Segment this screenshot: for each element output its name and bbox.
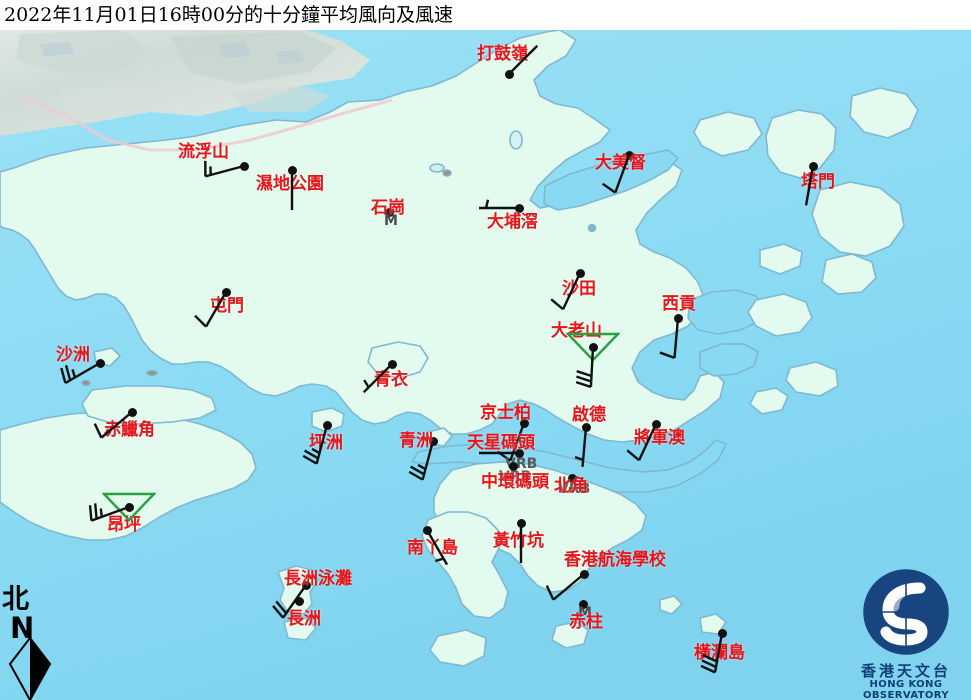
strong-wind-triangle-icon <box>566 332 620 362</box>
station-label: 天星碼頭 <box>467 433 535 453</box>
station-label: 將軍澳 <box>634 428 685 448</box>
station-label: 昂坪 <box>107 515 141 535</box>
missing-data-marker: M <box>384 213 398 229</box>
missing-data-marker: M <box>578 605 592 621</box>
wind-barb-icon <box>513 466 514 467</box>
compass-rose: 北 N <box>2 586 64 700</box>
wind-barb-icon <box>425 529 449 566</box>
station-label: 黃竹坑 <box>493 531 544 551</box>
wind-barb-icon <box>302 424 329 465</box>
station-label: 流浮山 <box>178 142 229 162</box>
wind-barb-icon <box>659 317 680 359</box>
wind-barb-icon <box>60 361 101 385</box>
station-label: 石崗 <box>371 198 405 218</box>
station-label: 打鼓嶺 <box>477 44 528 64</box>
wind-barb-icon <box>272 584 307 619</box>
wind-barb-icon <box>479 199 519 210</box>
station-label: 南丫島 <box>407 538 458 558</box>
wind-barb-icon <box>290 170 294 210</box>
variable-wind-indicator: VRB <box>499 469 532 485</box>
wind-barb-icon <box>389 212 390 213</box>
wind-barb-icon <box>519 523 523 563</box>
station-dot <box>567 473 577 483</box>
station-dot <box>508 461 518 471</box>
wind-barb-icon <box>545 573 585 601</box>
station-label: 啟德 <box>572 405 606 425</box>
wind-barb-icon <box>362 363 393 394</box>
station-label: 坪洲 <box>309 433 343 453</box>
wind-barb-icon <box>575 346 595 389</box>
station-label: 長洲泳灘 <box>284 569 352 589</box>
strong-wind-triangle-icon <box>102 492 156 522</box>
wind-barb-icon <box>204 160 245 178</box>
wind-barb-icon <box>804 165 815 206</box>
wind-barb-icon <box>479 451 519 455</box>
station-label: 赤柱 <box>569 612 603 632</box>
wind-barb-icon <box>574 426 588 467</box>
wind-barb-icon <box>583 604 584 605</box>
station-label: 大老山 <box>551 321 602 341</box>
wind-barb-icon <box>93 411 133 439</box>
station-dot <box>294 596 304 606</box>
wind-barb-icon <box>550 272 582 311</box>
station-dot <box>384 207 394 217</box>
title-bar: 2022年11月01日16時00分的十分鐘平均風向及風速 <box>0 0 971 30</box>
station-label: 中環碼頭 <box>481 472 549 492</box>
wind-barb-icon <box>572 478 573 479</box>
compass-label-zh: 北 <box>2 584 29 615</box>
hko-name-zh: 香港天文台 <box>860 662 951 680</box>
station-label: 屯門 <box>210 296 244 316</box>
wind-barb-icon <box>408 440 435 481</box>
satellite-imagery-mainland <box>0 28 370 136</box>
station-label: 塔門 <box>801 172 835 192</box>
station-label: 大美督 <box>595 153 646 173</box>
wind-barb-icon <box>496 422 526 462</box>
wind-barb-icon <box>700 632 724 674</box>
station-label: 香港航海學校 <box>564 550 666 570</box>
variable-wind-indicator: VRB <box>558 481 591 497</box>
station-label: 沙田 <box>562 279 596 299</box>
compass-needle-icon <box>8 638 52 700</box>
wind-barb-icon <box>626 423 658 462</box>
station-dot <box>578 599 588 609</box>
station-label: 大埔滘 <box>487 212 538 232</box>
station-label: 濕地公園 <box>256 174 324 194</box>
station-label: 青洲 <box>399 431 433 451</box>
page-title: 2022年11月01日16時00分的十分鐘平均風向及風速 <box>4 4 454 26</box>
station-label: 沙洲 <box>56 345 90 365</box>
wind-barb-icon <box>601 154 631 194</box>
station-label: 長洲 <box>287 609 321 629</box>
station-label: 京士柏 <box>480 403 531 423</box>
wind-barb-icon <box>299 601 300 602</box>
hko-name-en: HONG KONG OBSERVATORY <box>863 679 949 700</box>
station-label: 北角 <box>554 476 588 496</box>
station-label: 西貢 <box>662 294 696 314</box>
wind-barb-icon <box>508 44 539 75</box>
wind-barb-icon <box>88 503 130 522</box>
station-label: 青衣 <box>374 370 408 390</box>
hko-logo: 香港天文台 HONG KONG OBSERVATORY <box>846 566 966 700</box>
wind-barb-icon <box>194 291 228 328</box>
hko-emblem-icon <box>863 569 949 655</box>
